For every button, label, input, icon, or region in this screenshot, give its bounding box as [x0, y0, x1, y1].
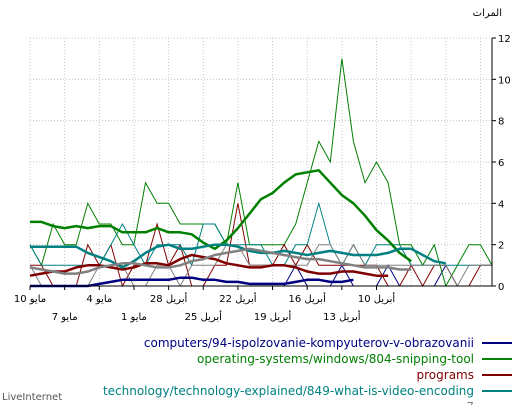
y-ticks: 0 2 4 6 8 10 12 — [492, 34, 511, 293]
y-tick-label: 10 — [498, 75, 511, 86]
y-tick-label: 2 — [498, 241, 504, 252]
x-tick-label: 10 أبريل — [358, 292, 396, 305]
legend-label: programs — [417, 368, 474, 382]
x-tick-label: 4 مايو — [86, 294, 112, 305]
footer-brand: LiveInternet — [2, 392, 62, 403]
y-tick-label: 0 — [498, 282, 504, 293]
x-ticks: 10 مايو 4 مايو 28 أبريل 22 أبريل 16 أبريل 10 … — [14, 286, 396, 323]
x-tick-label: 16 أبريل — [289, 292, 327, 305]
y-axis-label: المرات — [473, 8, 502, 19]
y-tick-label: 8 — [498, 117, 504, 128]
x-tick-label: 19 أبريل — [254, 310, 292, 323]
legend-label: computers/94-ispolzovanie-kompyuterov-v-… — [144, 336, 474, 350]
x-tick-label: 28 أبريل — [150, 292, 188, 305]
legend-label: technology/technology-explained/849-what… — [103, 384, 474, 398]
x-tick-label: 1 مايو — [121, 312, 147, 323]
legend: computers/94-ispolzovanie-kompyuterov-v-… — [103, 336, 512, 405]
x-tick-label: 13 أبريل — [323, 310, 361, 323]
series-line-smoothed — [29, 247, 412, 275]
y-tick-label: 12 — [498, 34, 511, 45]
legend-label: operating-systems/windows/804-snipping-t… — [197, 352, 474, 366]
legend-label: 7 — [466, 400, 474, 405]
x-tick-label: 22 أبريل — [219, 292, 257, 305]
y-tick-label: 4 — [498, 199, 504, 210]
y-tick-label: 6 — [498, 158, 504, 169]
x-tick-label: 10 مايو — [14, 294, 46, 305]
x-tick-label: 7 مايو — [52, 312, 78, 323]
series-line-smoothed — [30, 243, 447, 269]
x-tick-label: 25 أبريل — [185, 310, 223, 323]
